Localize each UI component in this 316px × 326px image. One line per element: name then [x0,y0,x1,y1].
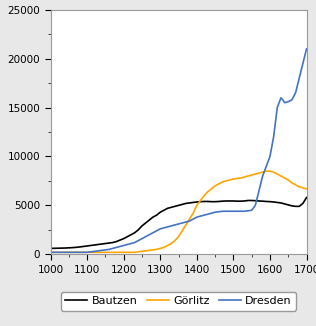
Line: Görlitz: Görlitz [51,171,307,252]
Bautzen [49,246,52,250]
Görlitz [264,169,268,173]
Görlitz [305,187,308,191]
Dresden [268,155,272,158]
Dresden [281,98,285,102]
Görlitz [49,250,52,254]
Görlitz [173,239,177,243]
Görlitz [202,194,206,198]
Dresden [180,221,184,225]
Line: Bautzen: Bautzen [51,198,307,248]
Dresden [275,106,279,110]
Dresden [49,250,52,254]
Line: Dresden: Dresden [51,49,307,252]
Bautzen [56,246,60,250]
Görlitz [294,183,297,187]
Görlitz [56,250,60,254]
Bautzen [173,204,177,208]
Bautzen [144,221,148,225]
Bautzen [305,196,308,200]
Dresden [305,47,308,51]
Görlitz [242,175,246,179]
Dresden [137,239,140,243]
Bautzen [202,200,206,203]
Dresden [107,247,111,251]
Bautzen [290,204,294,208]
Legend: Bautzen, Görlitz, Dresden: Bautzen, Görlitz, Dresden [61,292,296,310]
Görlitz [122,250,125,254]
Bautzen [122,237,125,241]
